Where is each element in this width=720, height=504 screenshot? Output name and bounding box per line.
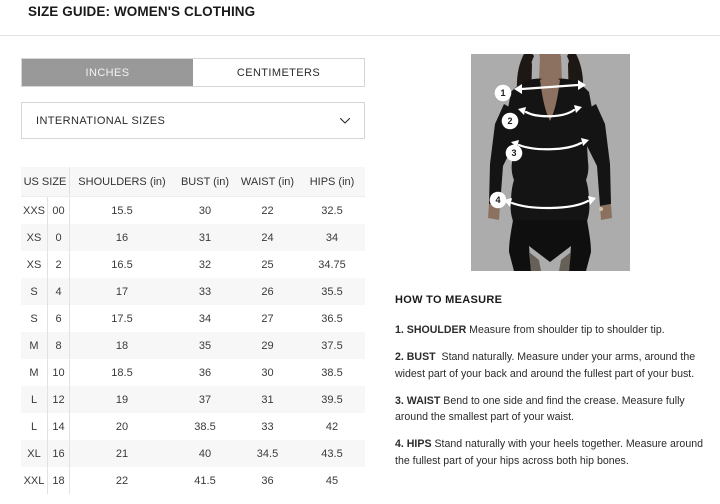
svg-text:4: 4 — [495, 195, 500, 205]
svg-text:3: 3 — [511, 148, 516, 158]
svg-text:2: 2 — [507, 116, 512, 126]
svg-text:1: 1 — [500, 88, 505, 98]
